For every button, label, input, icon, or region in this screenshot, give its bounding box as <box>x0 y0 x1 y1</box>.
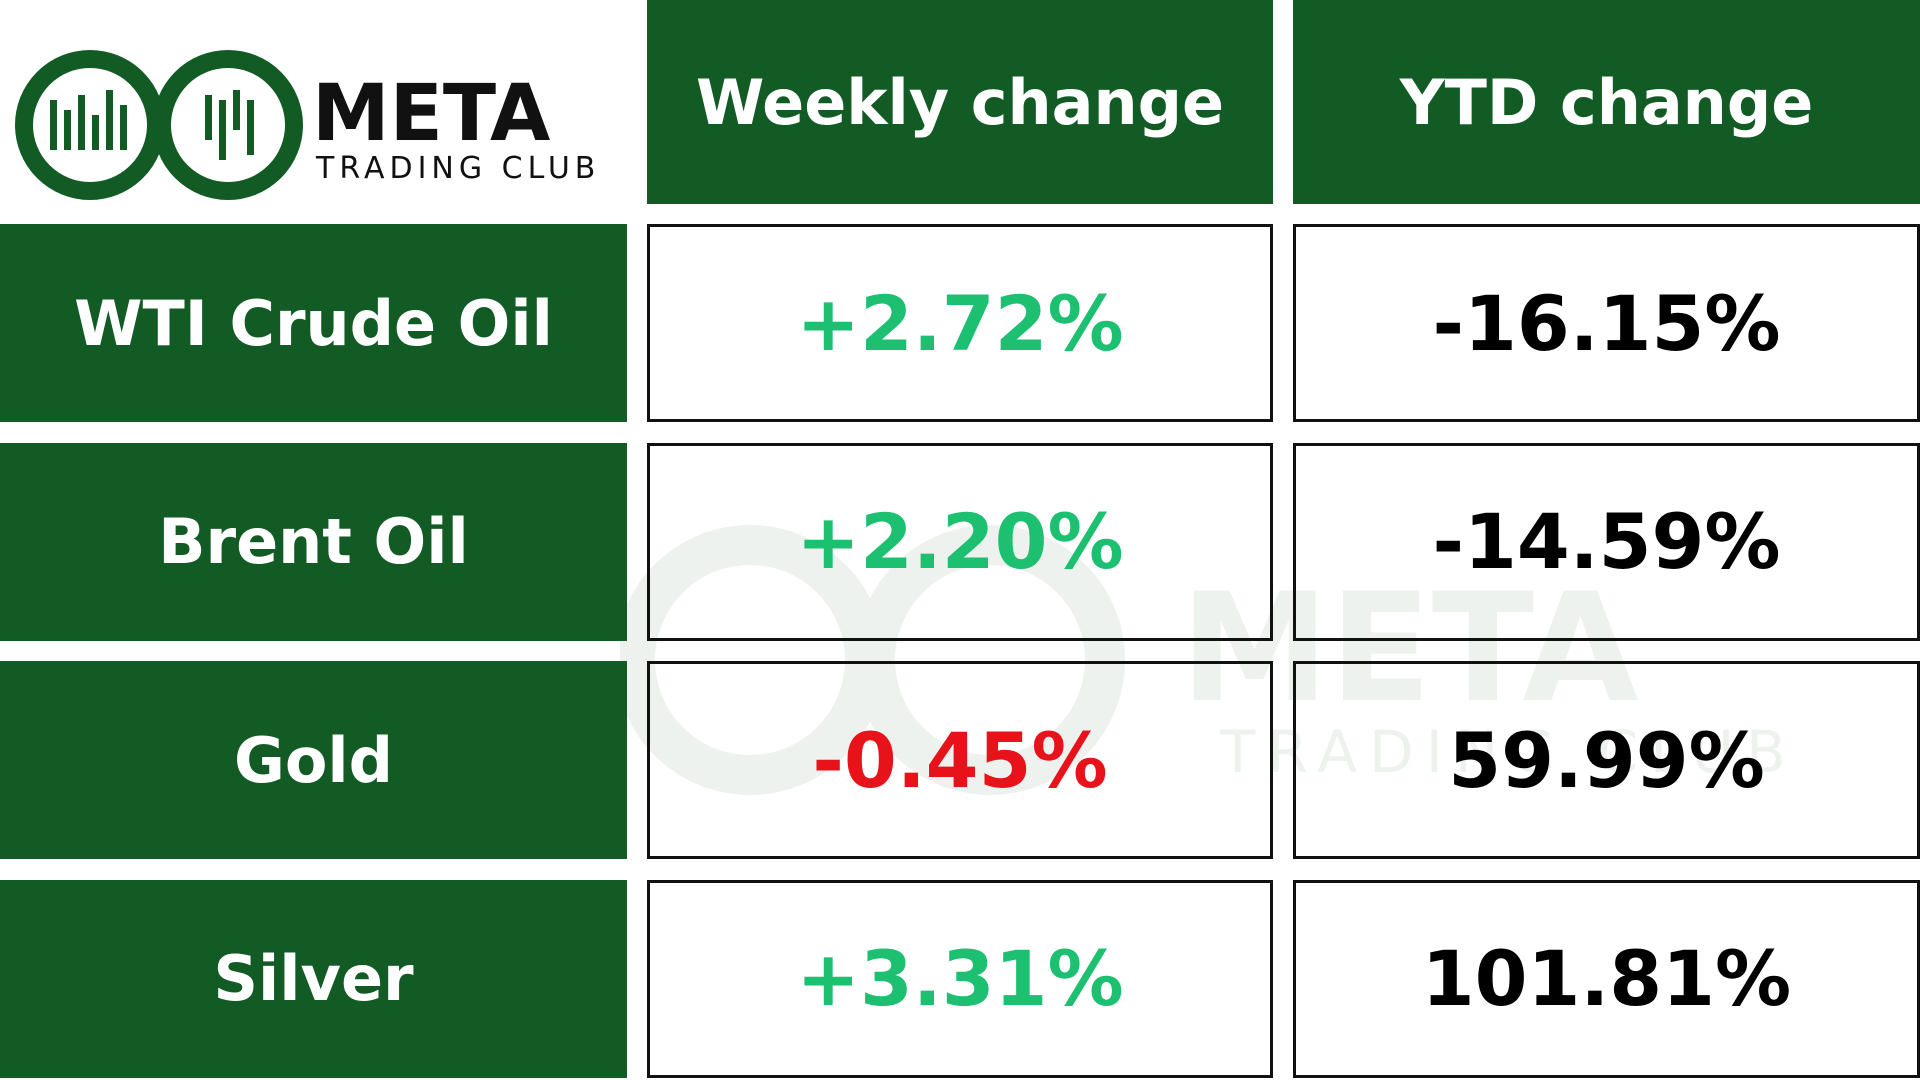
watermark: META TRADING CLUB <box>620 525 1798 795</box>
ytd-change: -16.15% <box>1293 224 1920 422</box>
logo-subtitle: TRADING CLUB <box>315 151 600 186</box>
asset-label: WTI Crude Oil <box>0 224 627 422</box>
asset-label: Brent Oil <box>0 442 627 641</box>
logo-title: META <box>312 69 550 159</box>
asset-label: Silver <box>0 879 627 1078</box>
watermark-subtitle: TRADING CLUB <box>1219 718 1798 786</box>
column-header: YTD change <box>1293 0 1920 204</box>
logo: META TRADING CLUB <box>15 50 600 200</box>
weekly-change: -0.45% <box>647 661 1273 859</box>
weekly-change: +2.72% <box>647 224 1273 422</box>
weekly-change: +2.20% <box>647 442 1273 641</box>
watermark-title: META <box>1180 562 1639 736</box>
asset-label: Gold <box>0 661 627 859</box>
weekly-change: +3.31% <box>647 879 1273 1078</box>
ytd-change: 101.81% <box>1293 879 1920 1078</box>
ytd-change: -14.59% <box>1293 442 1920 641</box>
column-header: Weekly change <box>647 0 1273 204</box>
ytd-change: 59.99% <box>1293 661 1920 859</box>
